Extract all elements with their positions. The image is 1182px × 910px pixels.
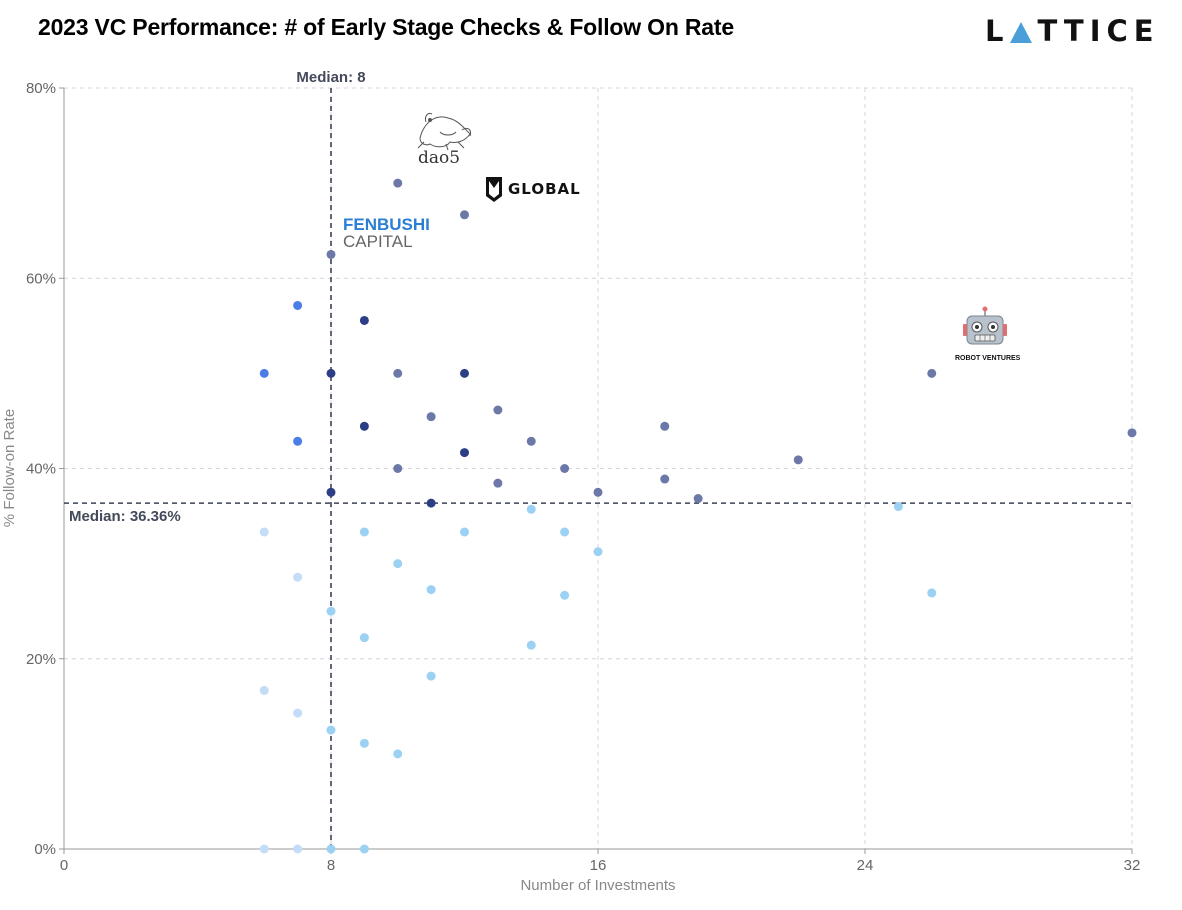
data-point: [493, 405, 503, 415]
chart-title: 2023 VC Performance: # of Early Stage Ch…: [38, 14, 734, 40]
capital-label: CAPITAL: [343, 232, 413, 251]
data-point: [359, 315, 369, 325]
frog-icon: [417, 113, 471, 151]
data-point: [259, 844, 269, 854]
data-point: [326, 368, 336, 378]
x-tick-label: 8: [327, 857, 335, 874]
data-point: [293, 708, 303, 718]
data-point: [460, 527, 469, 537]
data-point: [560, 464, 570, 473]
data-point: [893, 502, 903, 512]
data-point: [293, 844, 303, 854]
data-point: [393, 464, 403, 473]
x-axis-label: Number of Investments: [520, 877, 675, 894]
median-y-label: Median: 36.36%: [69, 508, 181, 525]
fenbushi-label: FENBUSHI: [343, 215, 430, 234]
y-axis-label: % Follow-on Rate: [1, 409, 18, 527]
data-point: [526, 436, 536, 446]
data-point: [393, 178, 403, 188]
robot-ventures-logo: ROBOT VENTURES: [955, 306, 1021, 362]
data-point: [927, 588, 937, 598]
data-point: [460, 368, 469, 378]
lattice-triangle-icon: [1010, 22, 1033, 43]
data-point: [393, 749, 403, 759]
global-label: GLOBAL: [508, 180, 581, 198]
fenbushi-capital-logo: FENBUSHI CAPITAL: [343, 215, 430, 251]
robot-icon: [963, 306, 1007, 345]
x-tick-label: 24: [857, 857, 874, 874]
y-tick-label: 20%: [26, 651, 56, 668]
data-point: [593, 487, 603, 497]
data-point: [259, 527, 269, 537]
data-point: [460, 210, 469, 220]
data-points: [259, 178, 1137, 854]
data-point: [560, 590, 570, 600]
median-lines: Median: 8 Median: 36.36%: [64, 69, 1132, 849]
data-point: [526, 504, 536, 514]
data-point: [293, 572, 303, 582]
shield-m-icon: [486, 177, 502, 202]
data-point: [593, 547, 603, 557]
lattice-logo: L TTICE: [985, 14, 1160, 48]
data-point: [359, 527, 369, 537]
dao5-label: dao5: [418, 148, 460, 168]
data-point: [426, 412, 436, 422]
y-tick-label: 40%: [26, 461, 56, 478]
data-point: [359, 633, 369, 643]
global-logo: GLOBAL: [486, 177, 581, 202]
data-point: [426, 671, 436, 681]
data-point: [393, 368, 403, 378]
data-point: [359, 738, 369, 748]
data-point: [326, 487, 336, 497]
data-point: [493, 478, 503, 488]
data-point: [259, 368, 269, 378]
brand-text-post: TTICE: [1037, 14, 1160, 48]
data-point: [326, 844, 336, 854]
data-point: [927, 368, 937, 378]
x-tick-label: 0: [60, 857, 68, 874]
data-point: [693, 494, 703, 504]
median-x-label: Median: 8: [296, 69, 365, 86]
data-point: [793, 455, 803, 465]
brand-text-pre: L: [985, 14, 1010, 48]
data-point: [326, 725, 336, 735]
data-point: [393, 559, 403, 569]
data-point: [359, 421, 369, 431]
y-tick-label: 80%: [26, 80, 56, 97]
data-point: [326, 249, 336, 259]
data-point: [460, 448, 469, 458]
data-point: [293, 436, 303, 446]
data-point: [660, 474, 670, 484]
data-point: [293, 300, 303, 310]
data-point: [526, 640, 536, 650]
data-point: [426, 498, 436, 508]
tick-labels: 0% 20% 40% 60% 80% 0 8 16 24 32: [26, 80, 1140, 874]
robot-ventures-label: ROBOT VENTURES: [955, 355, 1021, 362]
data-point: [359, 844, 369, 854]
y-tick-label: 60%: [26, 270, 56, 287]
data-point: [326, 606, 336, 616]
data-point: [1127, 428, 1137, 438]
data-point: [560, 527, 570, 537]
y-tick-label: 0%: [34, 841, 56, 858]
data-point: [660, 421, 670, 431]
dao5-logo: dao5: [417, 113, 471, 168]
data-point: [259, 685, 269, 695]
x-tick-label: 32: [1124, 857, 1141, 874]
grid-lines: [64, 87, 1133, 849]
data-point: [426, 585, 436, 595]
x-tick-label: 16: [590, 857, 607, 874]
